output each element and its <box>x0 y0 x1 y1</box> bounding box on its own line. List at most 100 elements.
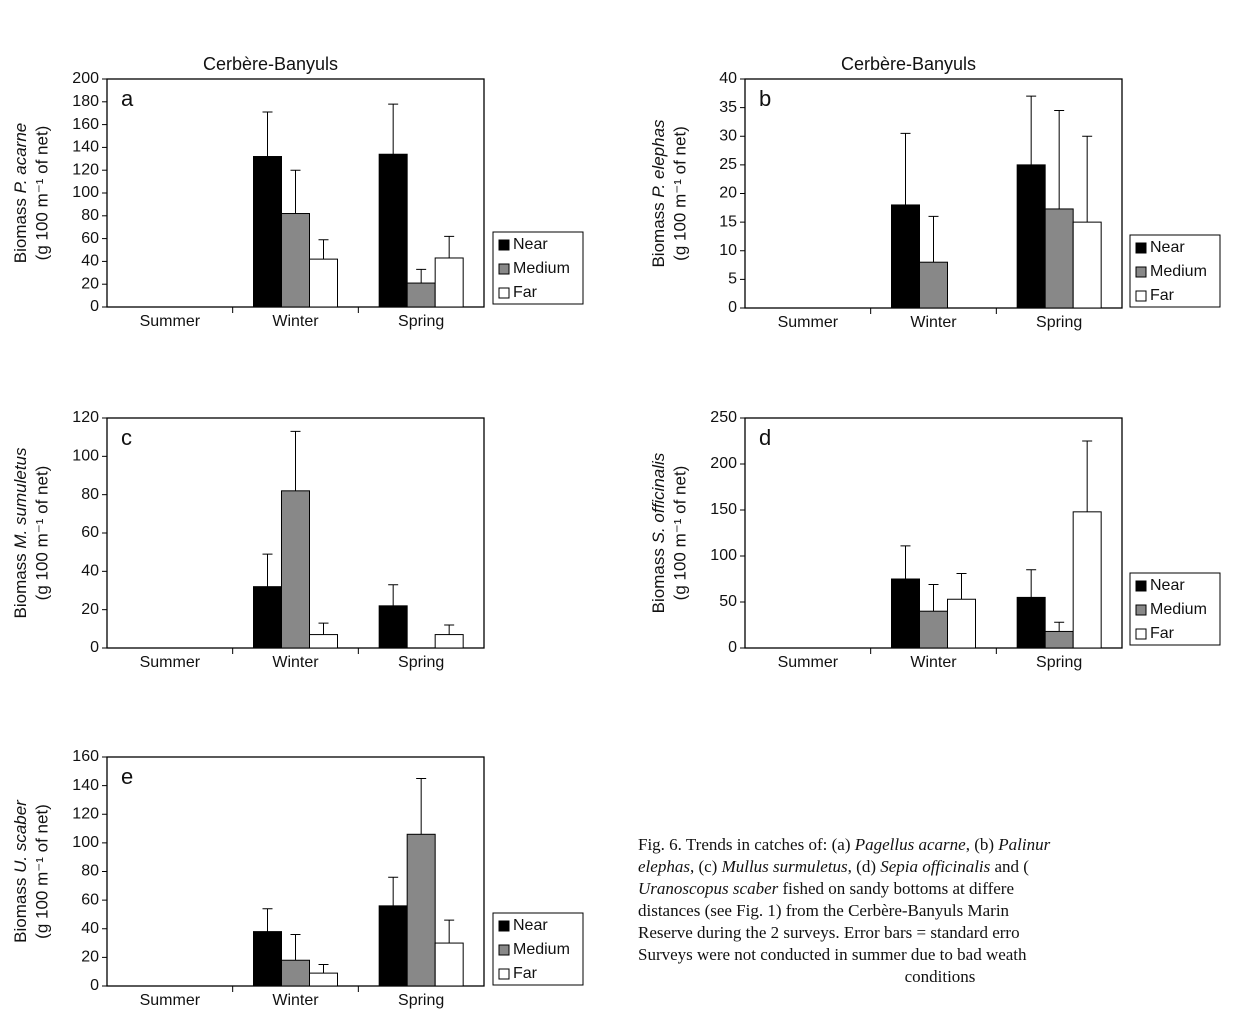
caption-run: Palinur <box>997 835 1050 854</box>
x-tick-label: Summer <box>140 992 201 1009</box>
bar <box>1073 222 1101 308</box>
y-label-species: U. scaber <box>11 799 30 873</box>
error-bar <box>291 170 301 213</box>
caption-line: Surveys were not conducted in summer due… <box>638 945 1027 964</box>
y-tick-label: 140 <box>72 777 99 794</box>
y-tick-label: 120 <box>72 409 99 426</box>
y-tick-label: 20 <box>81 275 99 292</box>
bar <box>435 943 463 986</box>
caption-run: elephas <box>638 857 690 876</box>
bar <box>379 906 407 986</box>
bar <box>892 579 920 648</box>
error-bar <box>291 934 301 960</box>
bar <box>254 157 282 307</box>
y-label-text: Biomass <box>649 548 668 613</box>
panel-letter: d <box>759 425 771 450</box>
error-bar <box>263 909 273 932</box>
x-tick-label: Winter <box>272 313 319 330</box>
caption-run: Sepia officinalis <box>880 857 990 876</box>
x-tick-label: Spring <box>398 313 444 330</box>
error-bar <box>263 112 273 156</box>
error-bar <box>901 133 911 205</box>
bar <box>379 154 407 307</box>
y-label-species: P. acarne <box>11 123 30 194</box>
legend-label: Far <box>513 284 538 301</box>
panel-letter: c <box>121 425 132 450</box>
panel-letter: a <box>121 86 134 111</box>
legend-label: Medium <box>513 260 570 277</box>
y-tick-label: 50 <box>719 593 737 610</box>
legend-swatch <box>1136 243 1146 253</box>
y-tick-label: 0 <box>728 299 737 316</box>
caption-run: and ( <box>990 857 1029 876</box>
y-tick-label: 160 <box>72 748 99 765</box>
x-tick-label: Summer <box>140 654 201 671</box>
y-label-species: P. elephas <box>649 119 668 198</box>
caption-run: , (d) <box>848 857 881 876</box>
y-tick-label: 15 <box>719 213 737 230</box>
caption-line: conditions <box>905 967 976 986</box>
caption-run: Fig. 6. Trends in catches of: (a) <box>638 835 855 854</box>
error-bar <box>444 625 454 635</box>
y-axis-unit: (g 100 m⁻¹ of net) <box>32 804 51 939</box>
error-bar <box>388 877 398 906</box>
y-tick-label: 160 <box>72 116 99 133</box>
y-tick-label: 150 <box>710 501 737 518</box>
y-tick-label: 40 <box>81 563 99 580</box>
bar <box>310 259 338 307</box>
error-bar <box>929 216 939 262</box>
bar <box>1045 631 1073 648</box>
caption-line: Fig. 6. Trends in catches of: (a) Pagell… <box>638 835 1051 854</box>
legend-swatch <box>1136 629 1146 639</box>
y-axis-unit: (g 100 m⁻¹ of net) <box>32 126 51 261</box>
y-tick-label: 250 <box>710 409 737 426</box>
error-bar <box>929 585 939 612</box>
y-tick-label: 20 <box>719 185 737 202</box>
legend-swatch <box>499 240 509 250</box>
caption-run: Reserve during the 2 surveys. Error bars… <box>638 923 1020 942</box>
y-axis-unit: (g 100 m⁻¹ of net) <box>670 126 689 261</box>
y-label-species: S. officinalis <box>649 452 668 543</box>
bar <box>1073 512 1101 648</box>
y-tick-label: 80 <box>81 207 99 224</box>
y-tick-label: 5 <box>728 271 737 288</box>
bar <box>282 960 310 986</box>
error-bar <box>1082 441 1092 512</box>
bar <box>435 258 463 307</box>
caption-run: Uranoscopus scaber <box>638 879 779 898</box>
caption-line: distances (see Fig. 1) from the Cerbère-… <box>638 901 1010 920</box>
legend-swatch <box>1136 605 1146 615</box>
error-bar <box>444 236 454 258</box>
y-axis-label: Biomass P. elephas <box>649 119 668 268</box>
bar <box>407 834 435 986</box>
x-tick-label: Spring <box>398 992 444 1009</box>
error-bar <box>1026 96 1036 165</box>
y-label-text: Biomass <box>11 553 30 618</box>
legend-label: Far <box>1150 625 1175 642</box>
error-bar <box>1082 136 1092 222</box>
x-tick-label: Summer <box>778 314 839 331</box>
x-tick-label: Spring <box>1036 654 1082 671</box>
y-tick-label: 30 <box>719 127 737 144</box>
bar <box>435 635 463 648</box>
y-tick-label: 40 <box>81 920 99 937</box>
error-bar <box>901 546 911 579</box>
y-tick-label: 25 <box>719 156 737 173</box>
legend-swatch <box>499 288 509 298</box>
caption-line: Reserve during the 2 surveys. Error bars… <box>638 923 1020 942</box>
y-tick-label: 60 <box>81 891 99 908</box>
y-tick-label: 60 <box>81 230 99 247</box>
panel-letter: e <box>121 764 133 789</box>
legend-label: Near <box>1150 577 1185 594</box>
y-tick-label: 0 <box>90 639 99 656</box>
bar <box>920 611 948 648</box>
y-axis-unit: (g 100 m⁻¹ of net) <box>32 466 51 601</box>
bar <box>282 214 310 307</box>
error-bar <box>319 965 329 974</box>
error-bar <box>1026 570 1036 598</box>
y-tick-label: 40 <box>719 70 737 87</box>
y-tick-label: 80 <box>81 486 99 503</box>
caption-run: Mullus surmuletus <box>721 857 848 876</box>
error-bar <box>388 104 398 154</box>
caption-run: conditions <box>905 967 976 986</box>
